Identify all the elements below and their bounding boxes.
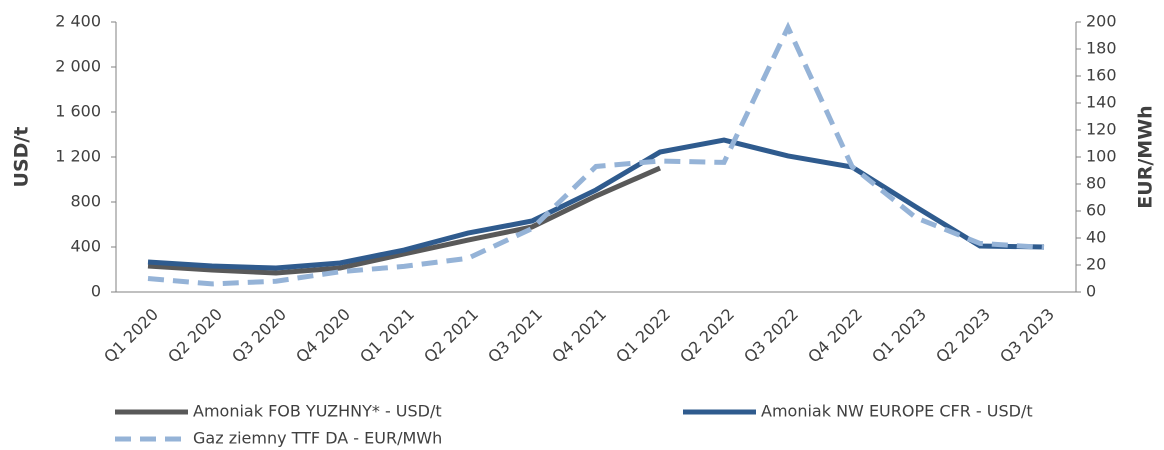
y2-tick-label: 180 bbox=[1086, 39, 1117, 58]
legend-label: Gaz ziemny TTF DA - EUR/MWh bbox=[193, 429, 442, 448]
x-tick-label: Q3 2020 bbox=[228, 305, 290, 367]
y2-tick-label: 200 bbox=[1086, 12, 1117, 31]
x-tick-label: Q1 2022 bbox=[612, 305, 674, 367]
y2-tick-label: 80 bbox=[1086, 174, 1106, 193]
x-tick-label: Q3 2021 bbox=[484, 305, 546, 367]
y-tick-label: 1 600 bbox=[55, 102, 101, 121]
x-tick-label: Q1 2023 bbox=[868, 305, 930, 367]
y2-tick-label: 160 bbox=[1086, 66, 1117, 85]
x-tick-label: Q1 2020 bbox=[100, 305, 162, 367]
x-tick-label: Q2 2023 bbox=[932, 305, 994, 367]
y2-tick-label: 20 bbox=[1086, 255, 1106, 274]
y-axis-title: USD/t bbox=[11, 127, 33, 188]
x-tick-label: Q2 2022 bbox=[676, 305, 738, 367]
legend-label: Amoniak NW EUROPE CFR - USD/t bbox=[761, 402, 1033, 421]
y2-tick-label: 100 bbox=[1086, 147, 1117, 166]
y-tick-label: 0 bbox=[91, 282, 101, 301]
y2-tick-label: 140 bbox=[1086, 93, 1117, 112]
x-tick-label: Q2 2021 bbox=[420, 305, 482, 367]
x-tick-label: Q4 2022 bbox=[804, 305, 866, 367]
x-tick-label: Q1 2021 bbox=[356, 305, 418, 367]
y2-tick-label: 60 bbox=[1086, 201, 1106, 220]
line-series bbox=[147, 21, 1045, 287]
x-tick-label: Q4 2020 bbox=[292, 305, 354, 367]
y-tick-label: 2 000 bbox=[55, 57, 101, 76]
y2-tick-label: 0 bbox=[1086, 282, 1096, 301]
y2-tick-label: 120 bbox=[1086, 120, 1117, 139]
x-tick-label: Q3 2023 bbox=[996, 305, 1058, 367]
y-tick-label: 400 bbox=[70, 237, 101, 256]
y2-axis-title: EUR/MWh bbox=[1135, 105, 1157, 208]
x-tick-label: Q2 2020 bbox=[164, 305, 226, 367]
y-tick-label: 800 bbox=[70, 192, 101, 211]
legend-label: Amoniak FOB YUZHNY* - USD/t bbox=[193, 402, 442, 421]
x-tick-label: Q3 2022 bbox=[740, 305, 802, 367]
y2-tick-label: 40 bbox=[1086, 228, 1106, 247]
x-tick-label: Q4 2021 bbox=[548, 305, 610, 367]
y-tick-label: 1 200 bbox=[55, 147, 101, 166]
y-tick-label: 2 400 bbox=[55, 12, 101, 31]
line-series bbox=[147, 137, 1045, 271]
line-series bbox=[147, 165, 662, 276]
